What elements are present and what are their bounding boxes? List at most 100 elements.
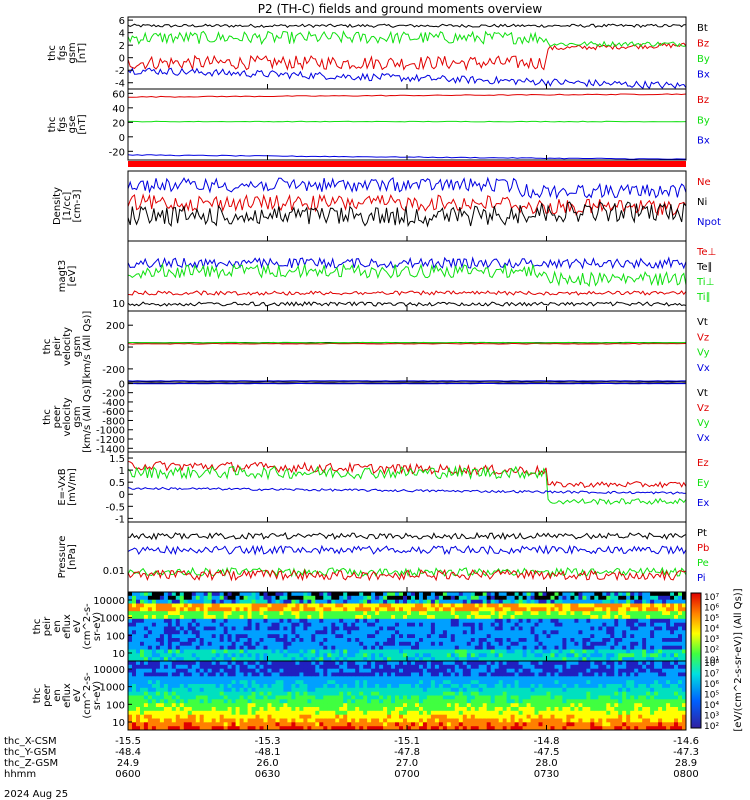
heatmap-cell	[594, 626, 599, 631]
heatmap-cell	[510, 684, 516, 689]
heatmap-cell	[359, 634, 364, 639]
heatmap-cell	[151, 680, 157, 685]
heatmap-cell	[331, 634, 336, 639]
heatmap-cell	[183, 649, 189, 654]
heatmap-cell	[207, 641, 213, 647]
heatmap-cell	[490, 626, 496, 631]
heatmap-cell	[654, 626, 659, 631]
heatmap-cell	[538, 630, 543, 635]
heatmap-cell	[566, 687, 571, 693]
heatmap-cell	[666, 595, 671, 601]
heatmap-cell	[490, 722, 496, 727]
heatmap-cell	[446, 630, 452, 635]
heatmap-cell	[275, 722, 280, 727]
heatmap-cell	[462, 611, 468, 616]
heatmap-cell	[263, 626, 268, 631]
heatmap-cell	[498, 649, 504, 654]
heatmap-cell	[291, 703, 296, 708]
heatmap-cell	[415, 615, 420, 620]
heatmap-cell	[618, 630, 623, 635]
heatmap-cell	[466, 649, 472, 654]
heatmap-cell	[462, 634, 468, 639]
heatmap-cell	[486, 680, 492, 685]
heatmap-cell	[602, 603, 607, 608]
heatmap-cell	[343, 649, 348, 654]
heatmap-cell	[502, 676, 508, 681]
heatmap-cell	[430, 661, 436, 666]
heatmap-cell	[666, 592, 671, 597]
heatmap-cell	[227, 595, 233, 601]
heatmap-cell	[466, 691, 472, 696]
heatmap-cell	[279, 634, 284, 639]
heatmap-cell	[235, 645, 241, 650]
heatmap-cell	[470, 703, 476, 708]
heatmap-cell	[367, 618, 372, 624]
heatmap-cell	[522, 672, 528, 677]
heatmap-cell	[554, 622, 559, 627]
heatmap-cell	[582, 657, 587, 662]
heatmap-cell	[187, 699, 193, 704]
heatmap-cell	[622, 714, 627, 719]
heatmap-cell	[251, 645, 257, 650]
heatmap-cell	[195, 618, 201, 624]
heatmap-cell	[199, 687, 205, 693]
heatmap-cell	[171, 718, 177, 723]
heatmap-cell	[159, 649, 165, 654]
heatmap-cell	[163, 618, 169, 624]
heatmap-cell	[395, 595, 400, 601]
heatmap-cell	[351, 607, 356, 612]
heatmap-cell	[490, 718, 496, 723]
heatmap-cell	[359, 672, 364, 677]
heatmap-cell	[203, 630, 209, 635]
heatmap-cell	[550, 684, 555, 689]
heatmap-cell	[227, 726, 233, 731]
heatmap-cell	[179, 718, 185, 723]
heatmap-cell	[195, 603, 201, 608]
heatmap-cell	[283, 684, 288, 689]
heatmap-cell	[590, 718, 595, 723]
heatmap-cell	[287, 653, 292, 658]
heatmap-cell	[136, 649, 141, 654]
heatmap-cell	[610, 634, 615, 639]
heatmap-cell	[558, 691, 563, 696]
heatmap-cell	[203, 664, 209, 670]
heatmap-cell	[136, 638, 141, 643]
heatmap-cell	[534, 707, 539, 712]
heatmap-cell	[562, 680, 567, 685]
heatmap-cell	[227, 641, 233, 647]
heatmap-cell	[670, 657, 675, 662]
heatmap-cell	[682, 599, 687, 604]
heatmap-cell	[411, 607, 416, 612]
heatmap-cell	[570, 668, 575, 673]
heatmap-cell	[578, 661, 583, 666]
heatmap-cell	[215, 672, 221, 677]
heatmap-cell	[295, 695, 300, 700]
heatmap-cell	[526, 657, 532, 662]
heatmap-cell	[662, 649, 667, 654]
heatmap-cell	[482, 714, 488, 719]
heatmap-cell	[506, 668, 512, 673]
heatmap-cell	[598, 653, 603, 658]
heatmap-cell	[558, 626, 563, 631]
heatmap-cell	[419, 603, 424, 608]
heatmap-cell	[319, 622, 324, 627]
heatmap-cell	[626, 668, 631, 673]
legend-entry: Ez	[697, 458, 709, 469]
heatmap-cell	[558, 618, 563, 624]
heatmap-cell	[243, 695, 249, 700]
heatmap-cell	[355, 722, 360, 727]
heatmap-cell	[187, 722, 193, 727]
heatmap-cell	[522, 645, 528, 650]
heatmap-cell	[442, 618, 448, 624]
heatmap-cell	[359, 653, 364, 658]
heatmap-cell	[403, 668, 408, 673]
heatmap-cell	[207, 664, 213, 670]
heatmap-cell	[211, 622, 217, 627]
legend-entry: By	[697, 54, 710, 65]
heatmap-cell	[247, 710, 253, 716]
heatmap-cell	[542, 595, 547, 601]
heatmap-cell	[359, 611, 364, 616]
heatmap-cell	[319, 657, 324, 662]
heatmap-cell	[562, 645, 567, 650]
